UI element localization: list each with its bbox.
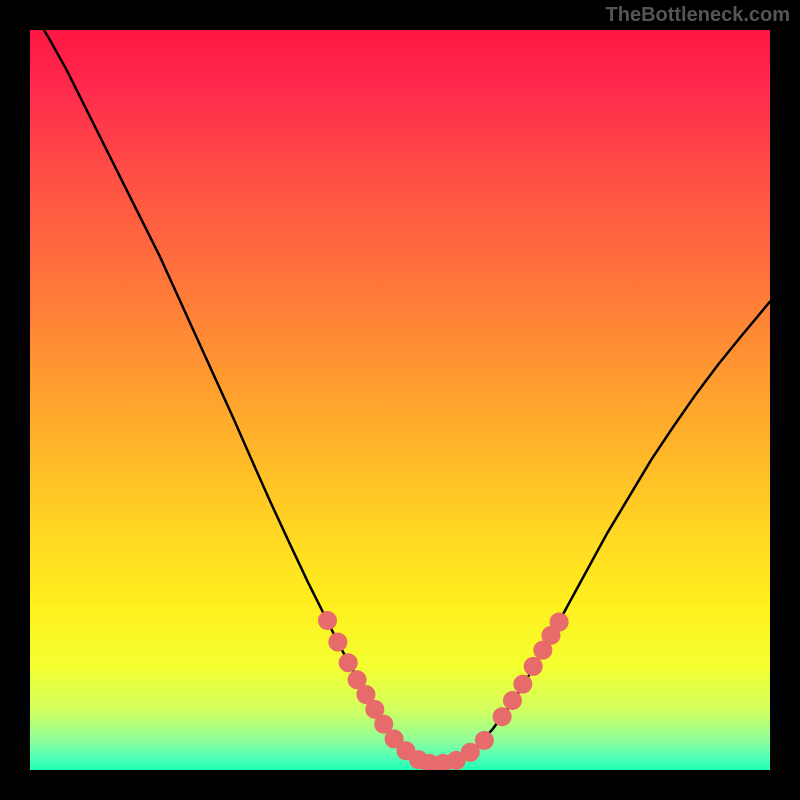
chart-container: TheBottleneck.com <box>0 0 800 800</box>
data-marker <box>329 633 347 651</box>
chart-svg <box>30 30 770 770</box>
data-marker <box>461 743 479 761</box>
gradient-background <box>30 30 770 770</box>
data-marker <box>318 612 336 630</box>
data-marker <box>475 731 493 749</box>
watermark-label: TheBottleneck.com <box>606 4 790 27</box>
data-marker <box>550 613 568 631</box>
data-marker <box>493 708 511 726</box>
data-marker <box>524 657 542 675</box>
data-marker <box>339 654 357 672</box>
data-marker <box>514 675 532 693</box>
plot-area <box>30 30 770 770</box>
data-marker <box>503 691 521 709</box>
